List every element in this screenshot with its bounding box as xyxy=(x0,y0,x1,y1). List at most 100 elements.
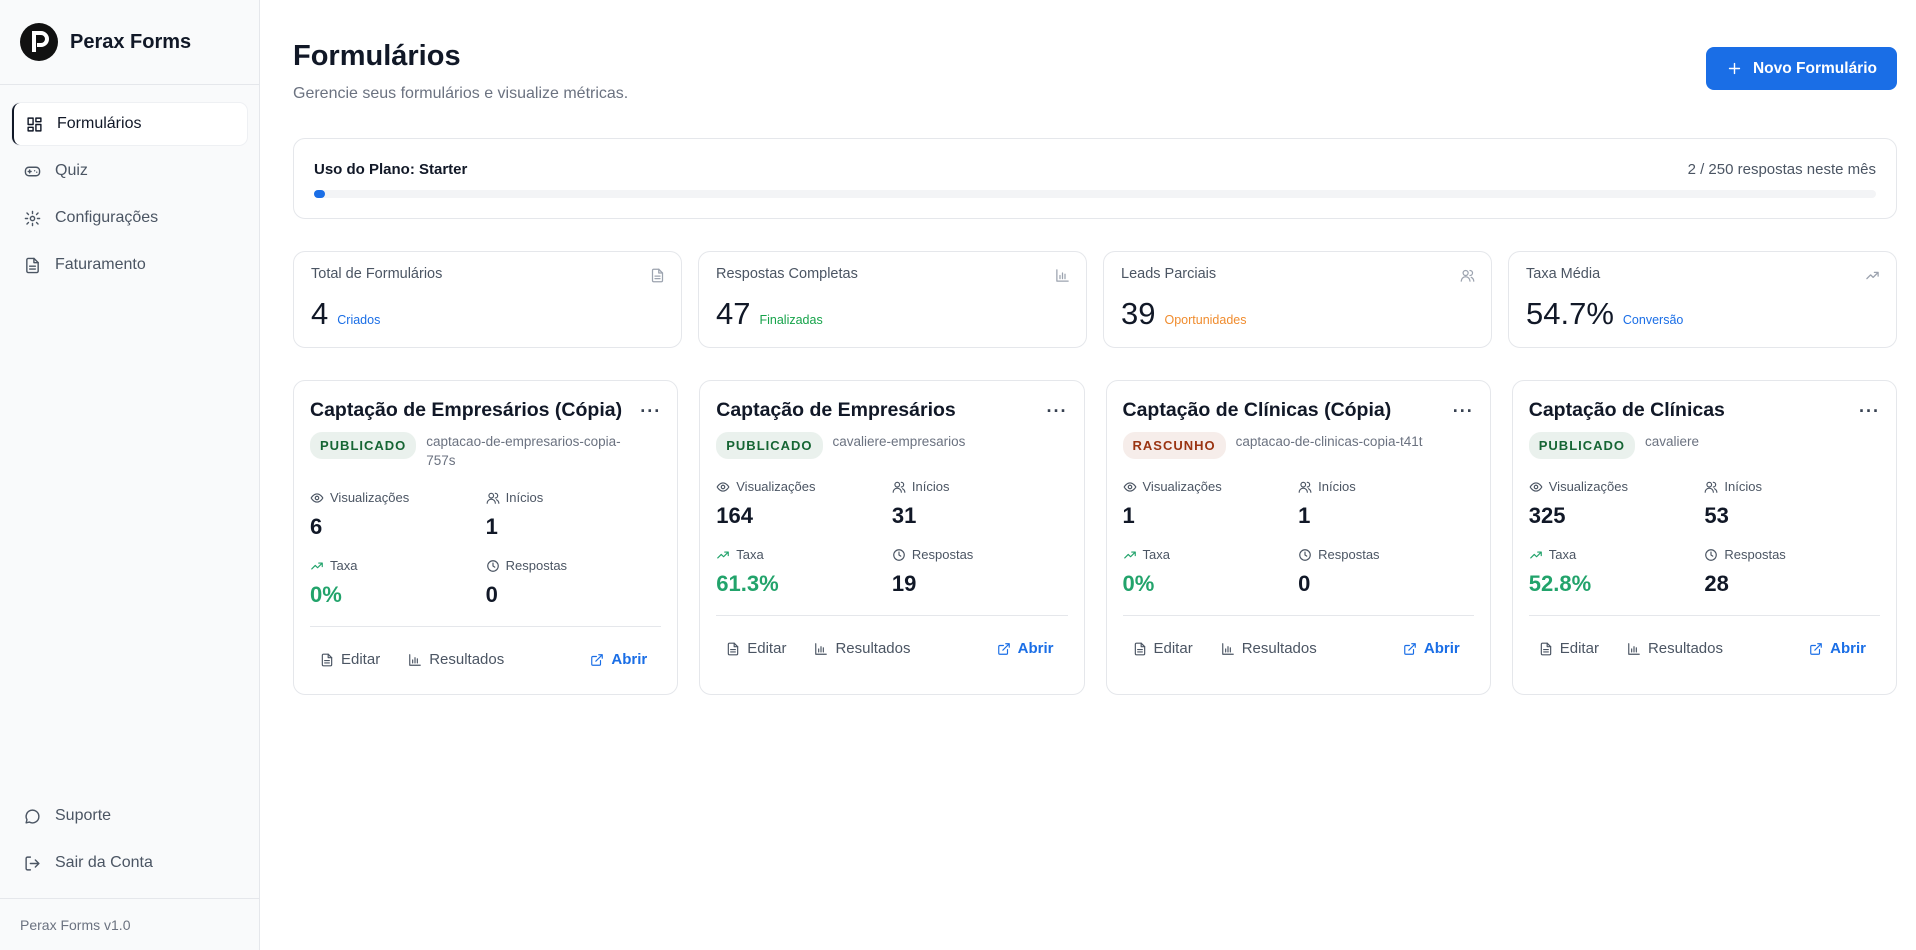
menu-button[interactable]: ··· xyxy=(640,400,662,421)
metric: Respostas 0 xyxy=(1298,547,1474,597)
action-button-label: Editar xyxy=(341,651,381,668)
icon xyxy=(1866,271,1879,280)
nav-item[interactable]: Suporte xyxy=(12,795,247,837)
sidebar: Perax Forms Formulários Quiz Configurações… xyxy=(0,0,260,950)
menu-button[interactable]: ··· xyxy=(1046,400,1068,421)
metric-value: 1 xyxy=(485,514,498,539)
stat-label: Respostas Completas xyxy=(716,266,858,282)
metric-value: 61.3% xyxy=(716,571,779,596)
status-badge: RASCUNHO xyxy=(1122,432,1226,459)
action-button[interactable]: Resultados xyxy=(1627,640,1723,657)
action-button-label: Editar xyxy=(1559,640,1599,657)
action-button[interactable]: Editar xyxy=(1539,640,1599,657)
icon xyxy=(24,166,41,176)
action-button-label: Abrir xyxy=(1017,640,1054,657)
icon xyxy=(25,855,40,871)
metric-label-label: Inícios xyxy=(1318,479,1356,494)
metric-value: 0 xyxy=(1298,571,1311,596)
metric-value: 52.8% xyxy=(1528,571,1592,596)
icon xyxy=(1628,642,1640,655)
icon xyxy=(1056,269,1069,282)
icon xyxy=(717,551,730,558)
main: Formulários Gerencie seus formulários e … xyxy=(260,0,1916,950)
metric-value: 19 xyxy=(891,571,917,596)
action-button-label: Abrir xyxy=(611,651,648,668)
stat-value: 39 xyxy=(1121,296,1156,331)
stat-row: 54.7% Conversão xyxy=(1526,296,1879,332)
new-form-button[interactable]: Novo Formulário xyxy=(1705,47,1897,90)
plan-usage-text: 2 / 250 respostas neste mês xyxy=(1687,161,1876,178)
nav-item[interactable]: Configurações xyxy=(12,197,247,239)
brand[interactable]: Perax Forms xyxy=(0,0,259,85)
icon xyxy=(1529,481,1543,492)
form-header: Captação de Clínicas (Cópia) ··· xyxy=(1123,399,1474,422)
nav-item[interactable]: Formulários xyxy=(12,103,247,145)
metric-value: 0 xyxy=(485,582,498,607)
stat-row: 47 Finalizadas xyxy=(716,296,1069,332)
form-card: Captação de Clínicas ··· PUBLICADO cavalier… xyxy=(1511,380,1897,695)
stat-row: 4 Criados xyxy=(311,296,664,332)
nav-item-label: Quiz xyxy=(55,162,88,179)
metric-label: Respostas xyxy=(1704,547,1880,562)
metric-label-label: Respostas xyxy=(1724,547,1786,562)
stat-value: 47 xyxy=(716,296,751,331)
action-button[interactable]: Resultados xyxy=(408,651,504,668)
menu-button[interactable]: ··· xyxy=(1452,400,1474,421)
form-header: Captação de Empresários (Cópia) ··· xyxy=(310,399,661,422)
form-title: Captação de Empresários xyxy=(716,399,956,421)
form-title: Captação de Clínicas (Cópia) xyxy=(1122,399,1392,421)
action-button[interactable]: Editar xyxy=(1133,640,1193,657)
stat-card: Total de Formulários 4 Criados xyxy=(293,251,682,348)
status-badge: PUBLICADO xyxy=(1528,432,1636,459)
form-slug: captacao-de-empresarios-copia-757s xyxy=(426,434,621,468)
metric-value: 31 xyxy=(891,503,917,528)
icon xyxy=(1460,269,1475,282)
action-button[interactable]: Resultados xyxy=(1221,640,1317,657)
icon xyxy=(321,653,333,666)
icon xyxy=(1404,642,1416,655)
action-button-label: Resultados xyxy=(429,651,505,668)
stat-card: Respostas Completas 47 Finalizadas xyxy=(698,251,1087,348)
stat-note: Conversão xyxy=(1622,313,1684,327)
metric-label: Respostas xyxy=(486,558,662,573)
metric: Visualizações 1 xyxy=(1123,479,1299,529)
nav-item[interactable]: Quiz xyxy=(12,150,247,192)
metrics: Visualizações 1 Inícios 1 Taxa 0% Respostas 0 xyxy=(1123,479,1474,597)
icon xyxy=(728,642,739,655)
icon xyxy=(815,642,828,655)
plan-label: Uso do Plano: Starter xyxy=(314,161,468,178)
action-button[interactable]: Abrir xyxy=(1809,640,1880,657)
metric-value: 0% xyxy=(310,582,342,607)
action-button[interactable]: Abrir xyxy=(997,640,1068,657)
metric: Inícios 53 xyxy=(1704,479,1880,529)
icon xyxy=(893,548,905,561)
action-button[interactable]: Abrir xyxy=(1403,640,1474,657)
form-meta: PUBLICADO cavaliere xyxy=(1528,432,1880,459)
action-button-label: Abrir xyxy=(1423,640,1460,657)
icon xyxy=(997,642,1010,655)
action-button-label: Editar xyxy=(747,640,787,657)
action-button[interactable]: Editar xyxy=(726,640,786,657)
icon xyxy=(310,492,324,503)
form-actions: Editar Resultados Abrir xyxy=(1122,615,1474,657)
nav: Formulários Quiz Configurações Faturamento xyxy=(0,85,259,795)
metric-label: Taxa xyxy=(310,558,486,573)
metric-label: Taxa xyxy=(1123,547,1299,562)
action-button[interactable]: Abrir xyxy=(590,651,661,668)
action-button[interactable]: Editar xyxy=(320,651,380,668)
metric-label-label: Respostas xyxy=(911,547,974,562)
header: Formulários Gerencie seus formulários e … xyxy=(293,36,1897,138)
metric-label-label: Respostas xyxy=(1318,547,1380,562)
nav-item[interactable]: Faturamento xyxy=(12,244,247,286)
action-button[interactable]: Resultados xyxy=(814,640,910,657)
metric-value: 164 xyxy=(716,503,753,528)
metric-label: Respostas xyxy=(1298,547,1474,562)
metric: Respostas 0 xyxy=(486,558,662,608)
icon xyxy=(591,653,604,666)
nav-item[interactable]: Sair da Conta xyxy=(12,842,247,884)
menu-button[interactable]: ··· xyxy=(1859,400,1880,421)
icon xyxy=(1123,551,1136,558)
metric: Visualizações 6 xyxy=(310,490,486,540)
metric: Inícios 31 xyxy=(892,479,1068,529)
stat-card: Taxa Média 54.7% Conversão xyxy=(1508,251,1897,348)
